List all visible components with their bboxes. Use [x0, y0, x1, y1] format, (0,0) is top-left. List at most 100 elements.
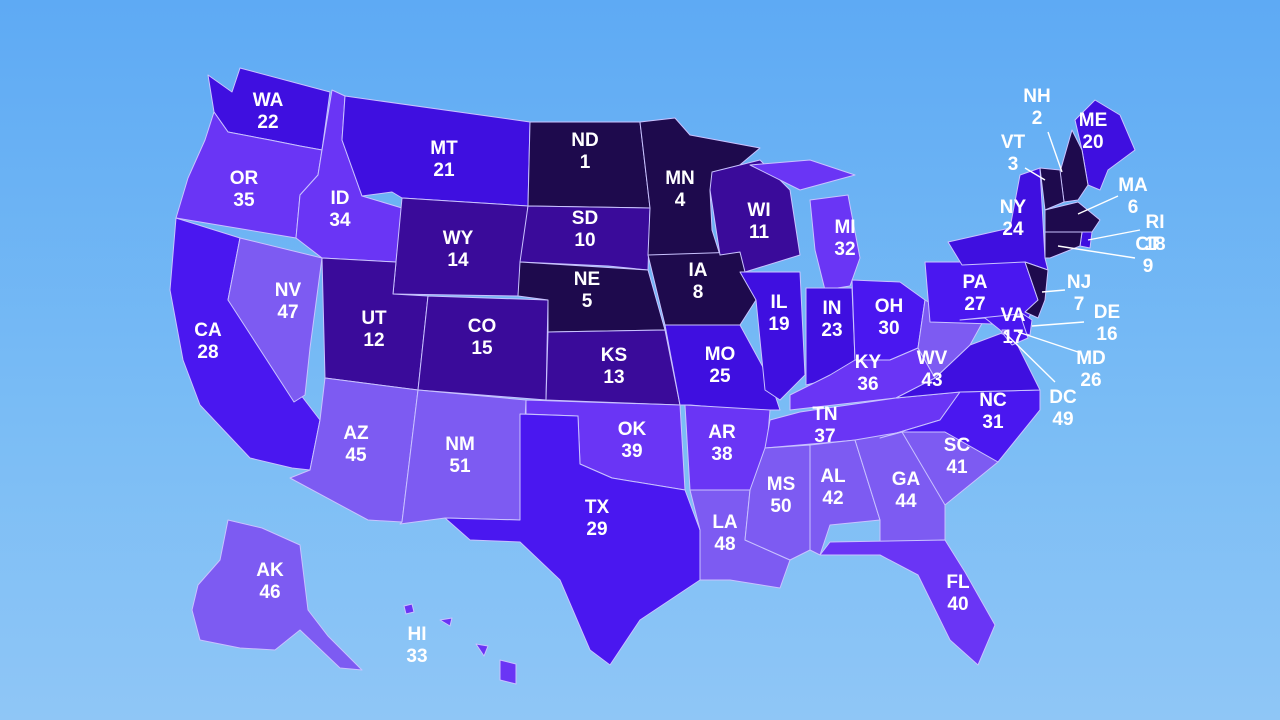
state-rank-label-mo: 25	[709, 366, 731, 387]
leader-line-nh	[1047, 131, 1063, 173]
state-rank-label-nd: 1	[580, 152, 591, 173]
label-leader-lines	[1003, 131, 1141, 383]
state-abbr-label-nh: NH	[1023, 86, 1050, 107]
state-rank-label-fl: 40	[947, 594, 968, 615]
state-rank-label-wa: 22	[257, 112, 278, 133]
state-abbr-label-ga: GA	[892, 469, 921, 490]
state-hi[interactable]	[403, 603, 517, 685]
state-abbr-label-az: AZ	[343, 423, 369, 444]
state-sd[interactable]	[519, 205, 651, 271]
state-abbr-label-ms: MS	[767, 474, 796, 495]
state-rank-label-dc: 49	[1052, 409, 1073, 430]
leader-line-nj	[1041, 289, 1066, 293]
state-rank-label-me: 20	[1082, 132, 1103, 153]
state-rank-label-ct: 9	[1143, 256, 1154, 277]
state-rank-label-ma: 6	[1128, 197, 1139, 218]
state-ny[interactable]	[947, 167, 1049, 271]
state-abbr-label-or: OR	[230, 168, 259, 189]
state-abbr-label-il: IL	[771, 292, 788, 313]
state-abbr-label-md: MD	[1076, 348, 1106, 369]
state-abbr-label-in: IN	[823, 298, 842, 319]
state-rank-label-nh: 2	[1032, 108, 1043, 129]
state-rank-label-co: 15	[471, 338, 493, 359]
state-rank-label-ny: 24	[1002, 219, 1024, 240]
state-il[interactable]	[739, 271, 806, 401]
state-ct[interactable]	[1044, 231, 1083, 259]
state-fl[interactable]	[819, 539, 996, 666]
state-abbr-label-ak: AK	[256, 560, 284, 581]
state-labels: WA22OR35CA28NV47ID34MT21WY14UT12AZ45CO15…	[194, 86, 1165, 667]
leader-line-dc	[1003, 331, 1056, 383]
state-rank-label-sc: 41	[946, 457, 968, 478]
state-abbr-label-sd: SD	[572, 208, 598, 229]
state-rank-label-in: 23	[821, 320, 842, 341]
state-rank-label-tx: 29	[586, 519, 607, 540]
state-abbr-label-oh: OH	[875, 296, 904, 317]
leader-line-ct	[1057, 245, 1136, 259]
state-rank-label-wy: 14	[447, 250, 469, 271]
state-rank-label-md: 26	[1080, 370, 1101, 391]
state-rank-label-ak: 46	[259, 582, 280, 603]
state-abbr-label-co: CO	[468, 316, 497, 337]
state-rank-label-ok: 39	[621, 441, 642, 462]
state-rank-label-ia: 8	[693, 282, 704, 303]
state-ak[interactable]	[191, 519, 363, 671]
leader-line-md	[1017, 331, 1079, 353]
state-abbr-label-pa: PA	[963, 272, 988, 293]
state-rank-label-ks: 13	[603, 367, 624, 388]
state-nj[interactable]	[1024, 261, 1049, 319]
state-abbr-label-ok: OK	[618, 419, 647, 440]
state-abbr-label-ks: KS	[601, 345, 627, 366]
state-nc[interactable]	[879, 389, 1041, 463]
state-abbr-label-ne: NE	[574, 269, 600, 290]
state-rank-label-va: 17	[1002, 327, 1023, 348]
state-abbr-label-me: ME	[1079, 110, 1108, 131]
state-abbr-label-ar: AR	[708, 422, 736, 443]
state-abbr-label-ca: CA	[194, 320, 222, 341]
state-md[interactable]	[959, 313, 1029, 346]
state-mi[interactable]	[749, 159, 861, 291]
state-rank-label-al: 42	[822, 488, 843, 509]
state-abbr-label-wv: WV	[917, 348, 948, 369]
state-abbr-label-nc: NC	[979, 390, 1007, 411]
state-mn[interactable]	[639, 117, 761, 256]
state-vt[interactable]	[1039, 167, 1065, 211]
state-abbr-label-id: ID	[331, 188, 350, 209]
state-abbr-label-ri: RI	[1146, 212, 1165, 233]
state-tx[interactable]	[444, 413, 701, 666]
state-rank-label-oh: 30	[878, 318, 899, 339]
state-rank-label-ar: 38	[711, 444, 732, 465]
state-rank-label-hi: 33	[406, 646, 427, 667]
state-abbr-label-ma: MA	[1118, 175, 1148, 196]
state-abbr-label-nd: ND	[571, 130, 598, 151]
leader-line-ri	[1087, 229, 1141, 241]
state-abbr-label-tn: TN	[812, 404, 837, 425]
leader-line-vt	[1024, 167, 1046, 181]
state-rank-label-mn: 4	[675, 190, 686, 211]
state-abbr-label-ct: CT	[1135, 234, 1161, 255]
state-rank-label-wv: 43	[921, 370, 942, 391]
state-rank-label-il: 19	[768, 314, 789, 335]
state-rank-label-wi: 11	[749, 222, 770, 243]
state-rank-label-mt: 21	[433, 160, 455, 181]
state-rank-label-ri: 18	[1144, 234, 1165, 255]
leader-line-ma	[1077, 195, 1119, 215]
state-rank-label-nj: 7	[1074, 294, 1085, 315]
state-rank-label-ms: 50	[770, 496, 791, 517]
state-abbr-label-mn: MN	[665, 168, 695, 189]
state-rank-label-de: 16	[1096, 324, 1117, 345]
state-rank-label-nv: 47	[277, 302, 298, 323]
state-abbr-label-va: VA	[1001, 305, 1026, 326]
state-abbr-label-dc: DC	[1049, 387, 1077, 408]
state-rank-label-mi: 32	[834, 239, 855, 260]
state-abbr-label-ny: NY	[1000, 197, 1027, 218]
state-rank-label-pa: 27	[964, 294, 985, 315]
state-shapes	[169, 67, 1136, 685]
state-rank-label-az: 45	[345, 445, 367, 466]
state-abbr-label-de: DE	[1094, 302, 1120, 323]
state-abbr-label-wa: WA	[253, 90, 284, 111]
state-abbr-label-ut: UT	[361, 308, 387, 329]
state-abbr-label-nm: NM	[445, 434, 475, 455]
state-ma[interactable]	[1044, 201, 1101, 233]
